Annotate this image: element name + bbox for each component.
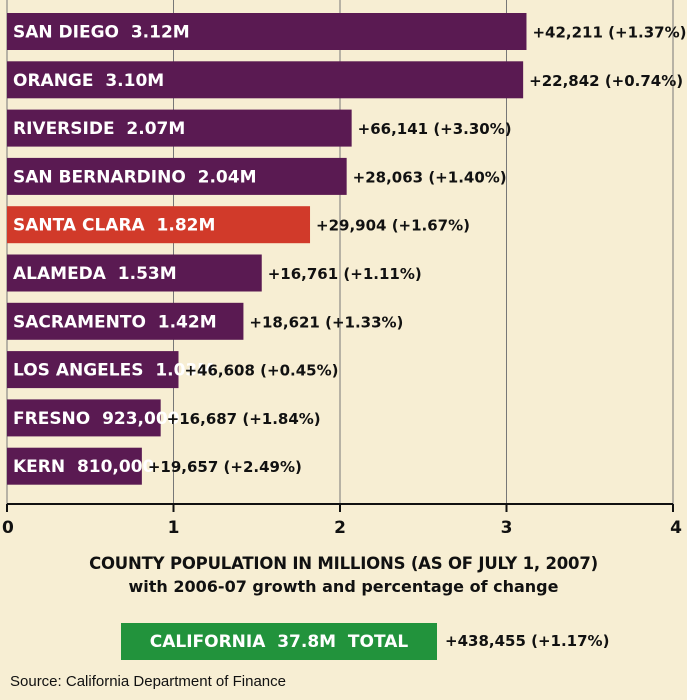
bar-san-bernardino xyxy=(7,157,347,195)
bar-sacramento xyxy=(7,302,244,340)
bar-label: SANTA CLARA 1.82M xyxy=(13,216,215,236)
change-label: +18,621 (+1.33%) xyxy=(249,313,403,331)
bar-label: SACRAMENTO 1.42M xyxy=(13,312,217,332)
bar-kern xyxy=(7,447,142,485)
chart-title: COUNTY POPULATION IN MILLIONS (AS OF JUL… xyxy=(89,554,598,573)
x-tick-label: 4 xyxy=(670,518,682,538)
x-tick-label: 1 xyxy=(168,518,180,538)
change-label: +42,211 (+1.37%) xyxy=(532,24,686,42)
change-label: +46,608 (+0.45%) xyxy=(184,362,338,380)
change-label: +16,687 (+1.84%) xyxy=(167,410,321,428)
bar-fresno xyxy=(7,399,161,437)
bar-los-angeles xyxy=(7,351,179,389)
change-label: +29,904 (+1.67%) xyxy=(316,217,470,235)
bar-orange xyxy=(7,61,524,99)
chart-subtitle: with 2006-07 growth and percentage of ch… xyxy=(128,577,559,596)
bar-label: KERN 810,000 xyxy=(13,457,155,477)
change-label: +28,063 (+1.40%) xyxy=(353,168,507,186)
bar-label: SAN BERNARDINO 2.04M xyxy=(13,167,257,187)
x-tick-label: 0 xyxy=(2,518,14,538)
bar-riverside xyxy=(7,109,352,147)
x-tick-label: 2 xyxy=(334,518,346,538)
bar-label: LOS ANGELES 1.03M xyxy=(13,361,214,381)
bar-label: SAN DIEGO 3.12M xyxy=(13,23,190,43)
bar-alameda xyxy=(7,254,262,292)
california-total-change: +438,455 (+1.17%) xyxy=(445,632,610,650)
bar-label: RIVERSIDE 2.07M xyxy=(13,119,185,139)
change-label: +22,842 (+0.74%) xyxy=(529,72,683,90)
bar-santa-clara xyxy=(7,206,311,244)
change-label: +66,141 (+3.30%) xyxy=(358,120,512,138)
bar-label: ORANGE 3.10M xyxy=(13,71,164,91)
bar-chart: 0 1 2 3 4 SAN DIEGO 3.12M +42,211 (+1.37%) ORAN… xyxy=(2,0,686,538)
california-total-bar: CALIFORNIA 37.8M TOTAL xyxy=(121,623,437,660)
x-tick-label: 3 xyxy=(501,518,513,538)
bar-label: FRESNO 923,000 xyxy=(13,409,180,429)
change-label: +16,761 (+1.11%) xyxy=(268,265,422,283)
bar-san-diego xyxy=(7,13,527,50)
source-note: Source: California Department of Finance xyxy=(10,673,286,690)
bar-label: ALAMEDA 1.53M xyxy=(13,264,177,284)
change-label: +19,657 (+2.49%) xyxy=(148,458,302,476)
